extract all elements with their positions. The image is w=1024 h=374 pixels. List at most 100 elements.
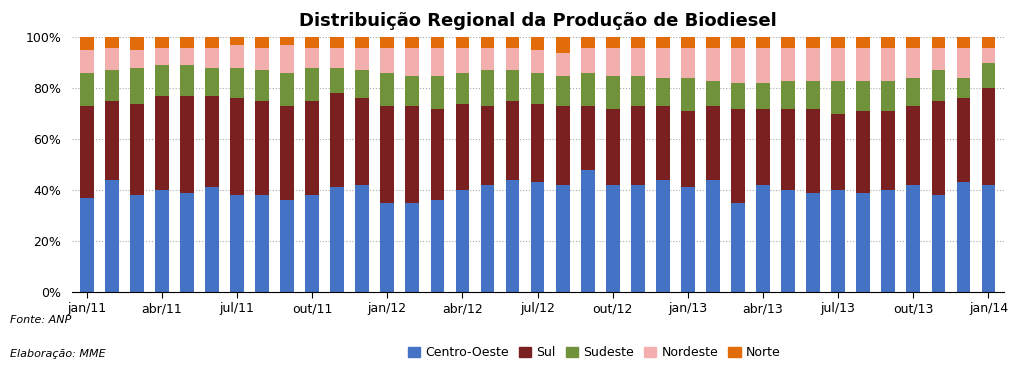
Bar (707, 47, 720, 81)
Bar (707, 37, 720, 47)
Bar (932, 37, 945, 47)
Bar (255, 37, 269, 47)
Bar (681, 47, 695, 78)
Bar (906, 78, 921, 106)
Bar (606, 37, 620, 47)
Bar (406, 106, 419, 203)
Bar (155, 37, 169, 47)
Bar (380, 47, 394, 73)
Bar (681, 187, 695, 292)
Bar (104, 37, 119, 47)
Bar (180, 47, 194, 65)
Bar (906, 37, 921, 47)
Bar (806, 81, 820, 108)
Bar (155, 65, 169, 96)
Bar (606, 76, 620, 108)
Bar (230, 37, 244, 45)
Text: Fonte: ANP: Fonte: ANP (10, 315, 72, 325)
Bar (882, 190, 895, 292)
Title: Distribuição Regional da Produção de Biodiesel: Distribuição Regional da Produção de Bio… (299, 12, 776, 30)
Bar (380, 37, 394, 47)
Bar (556, 37, 569, 53)
Bar (631, 47, 645, 76)
Bar (681, 111, 695, 187)
Bar (932, 47, 945, 70)
Bar (305, 37, 319, 47)
Bar (155, 96, 169, 190)
Bar (130, 68, 143, 104)
Bar (305, 101, 319, 195)
Bar (506, 70, 519, 101)
Bar (731, 47, 744, 83)
Bar (982, 47, 995, 63)
Bar (656, 37, 670, 47)
Bar (906, 47, 921, 78)
Bar (80, 37, 93, 50)
Bar (230, 98, 244, 195)
Bar (581, 73, 595, 106)
Bar (681, 78, 695, 111)
Bar (882, 47, 895, 81)
Bar (456, 190, 469, 292)
Bar (180, 37, 194, 47)
Bar (355, 70, 369, 98)
Bar (856, 47, 870, 81)
Bar (956, 98, 971, 183)
Bar (205, 47, 219, 68)
Bar (480, 47, 495, 70)
Bar (631, 76, 645, 106)
Bar (631, 106, 645, 185)
Bar (205, 96, 219, 187)
Bar (982, 37, 995, 47)
Bar (180, 96, 194, 193)
Bar (205, 37, 219, 47)
Bar (606, 47, 620, 76)
Bar (781, 81, 795, 108)
Bar (781, 190, 795, 292)
Bar (806, 108, 820, 193)
Bar (606, 185, 620, 292)
Bar (831, 37, 845, 47)
Bar (205, 187, 219, 292)
Bar (530, 37, 545, 50)
Bar (430, 200, 444, 292)
Bar (380, 203, 394, 292)
Bar (856, 111, 870, 193)
Bar (756, 47, 770, 83)
Bar (731, 203, 744, 292)
Bar (882, 81, 895, 111)
Bar (230, 195, 244, 292)
Bar (756, 185, 770, 292)
Bar (430, 37, 444, 47)
Bar (707, 81, 720, 106)
Bar (255, 101, 269, 195)
Bar (681, 37, 695, 47)
Bar (130, 37, 143, 50)
Bar (831, 190, 845, 292)
Bar (80, 73, 93, 106)
Bar (456, 104, 469, 190)
Bar (130, 104, 143, 195)
Bar (506, 37, 519, 47)
Bar (480, 185, 495, 292)
Bar (556, 53, 569, 76)
Bar (104, 101, 119, 180)
Bar (831, 81, 845, 114)
Bar (906, 185, 921, 292)
Bar (130, 50, 143, 68)
Bar (656, 106, 670, 180)
Bar (255, 47, 269, 70)
Legend: Centro-Oeste, Sul, Sudeste, Nordeste, Norte: Centro-Oeste, Sul, Sudeste, Nordeste, No… (402, 341, 785, 364)
Bar (631, 185, 645, 292)
Bar (406, 47, 419, 76)
Bar (355, 98, 369, 185)
Bar (656, 78, 670, 106)
Bar (506, 180, 519, 292)
Bar (581, 170, 595, 292)
Bar (781, 47, 795, 81)
Bar (856, 193, 870, 292)
Bar (281, 37, 294, 45)
Bar (806, 37, 820, 47)
Bar (255, 70, 269, 101)
Bar (656, 180, 670, 292)
